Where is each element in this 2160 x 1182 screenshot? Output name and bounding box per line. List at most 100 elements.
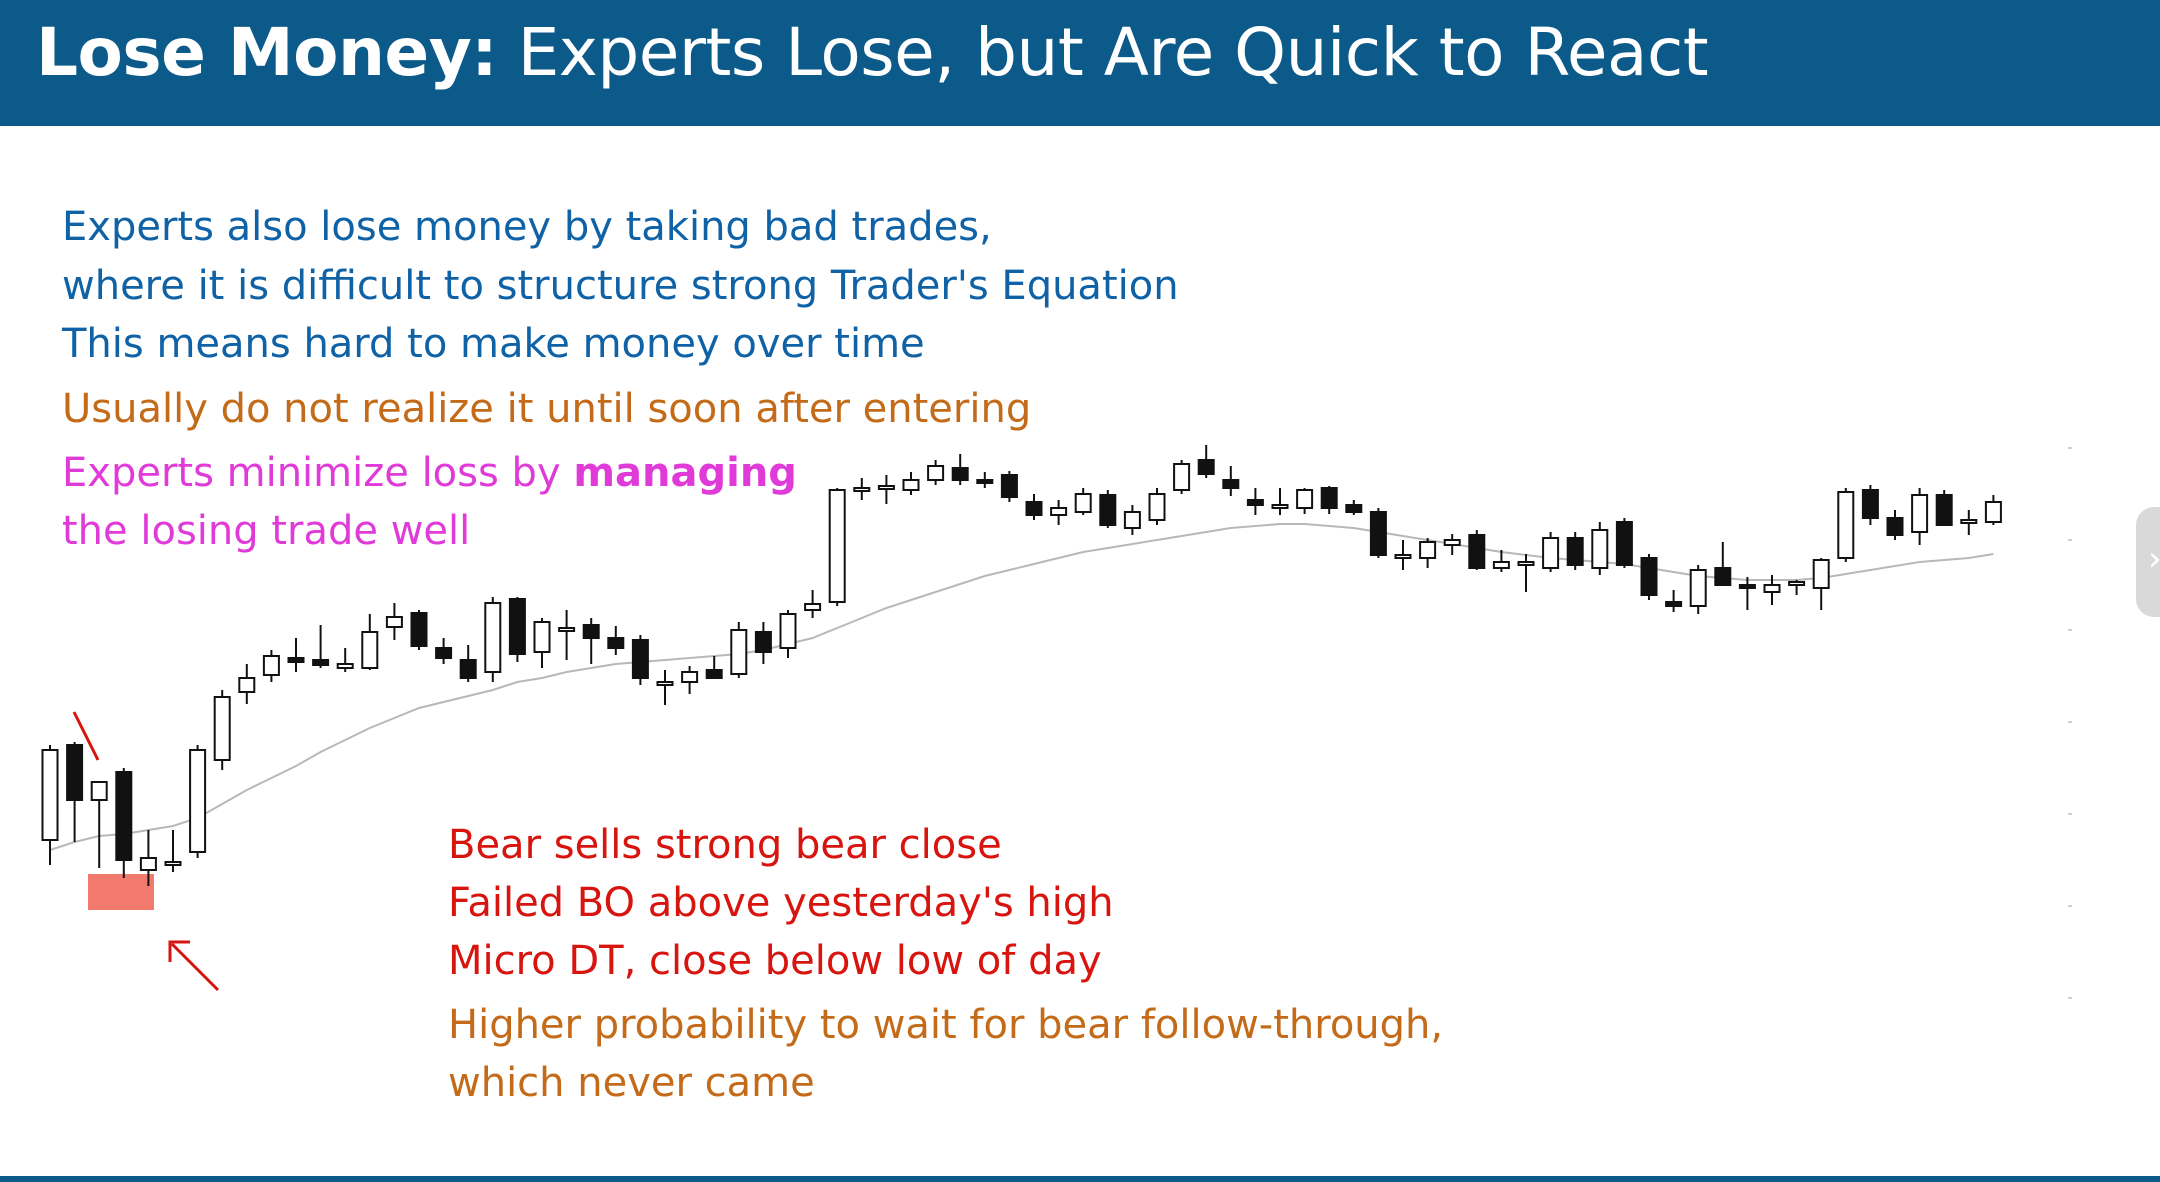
candle-bear — [1320, 487, 1338, 509]
candle-bull — [1812, 559, 1830, 589]
candle-bear — [1246, 499, 1264, 506]
candle-bear — [951, 467, 969, 481]
candle-bull — [1394, 554, 1412, 559]
candle-bear — [66, 744, 84, 801]
candle-bull — [558, 627, 576, 632]
candle-bear — [754, 631, 772, 653]
candle-bull — [1984, 501, 2002, 523]
candle-bull — [1296, 489, 1314, 509]
candle-bull — [41, 749, 59, 841]
note-line-4: Higher probability to wait for bear foll… — [448, 1002, 1444, 1048]
slide-title-rest: Experts Lose, but Are Quick to React — [497, 14, 1709, 91]
candle-bull — [361, 631, 379, 669]
candle-bear — [631, 639, 649, 679]
intro-line-5a: Experts minimize loss by — [62, 450, 574, 496]
candle-bull — [853, 487, 871, 492]
candle-bull — [1763, 584, 1781, 593]
note-line-2: Failed BO above yesterday's high — [448, 880, 1114, 926]
intro-line-2: where it is difficult to structure stron… — [62, 263, 1179, 309]
candle-bull — [533, 621, 551, 653]
candle-bear — [1099, 494, 1117, 526]
candle-bear — [1468, 534, 1486, 569]
candle-bull — [1419, 541, 1437, 559]
candle-bear — [1222, 479, 1240, 489]
bottom-border — [0, 1176, 2160, 1182]
candle-bull — [90, 781, 108, 801]
candle-bull — [1591, 529, 1609, 569]
candle-bull — [1123, 511, 1141, 529]
candle-bull — [1542, 537, 1560, 569]
candle-bear — [1640, 557, 1658, 596]
slide-title-bold: Lose Money: — [36, 14, 498, 91]
candle-bull — [927, 465, 945, 481]
candle-bear — [459, 659, 477, 679]
candle-bull — [1173, 463, 1191, 491]
candle-bear — [1886, 517, 1904, 536]
candle-bear — [115, 771, 133, 861]
candle-bull — [804, 603, 822, 611]
candle-bull — [262, 655, 280, 676]
candle-bull — [828, 489, 846, 603]
candle-bear — [435, 647, 453, 659]
candle-bull — [1050, 507, 1068, 516]
intro-line-6: the losing trade well — [62, 508, 471, 554]
candle-bull — [681, 671, 699, 683]
red-trend-mark — [72, 711, 100, 761]
candle-bull — [902, 479, 920, 491]
candle-bull — [336, 663, 354, 669]
candle-bull — [1148, 493, 1166, 521]
candle-bear — [976, 479, 994, 484]
candle-bull — [1517, 561, 1535, 566]
red-arrow-head — [168, 940, 190, 962]
candle-bull — [730, 629, 748, 675]
candle-bear — [607, 637, 625, 649]
candle-bull — [1911, 494, 1929, 533]
candle-bull — [139, 857, 157, 871]
candle-bull — [1271, 504, 1289, 509]
candle-bull — [1837, 491, 1855, 559]
candle-bear — [1025, 501, 1043, 516]
intro-line-5: Experts minimize loss by managing — [62, 444, 797, 502]
candle-bear — [312, 659, 330, 666]
candle-bull — [877, 485, 895, 490]
candle-bear — [1345, 504, 1363, 513]
candle-bear — [1197, 459, 1215, 475]
note-line-5: which never came — [448, 1060, 815, 1106]
candle-bull — [656, 681, 674, 686]
red-arrow-shaft — [170, 942, 220, 992]
intro-line-4: Usually do not realize it until soon aft… — [62, 386, 1032, 432]
candle-bear — [1935, 494, 1953, 526]
candle-bear — [1615, 521, 1633, 566]
note-line-3: Micro DT, close below low of day — [448, 938, 1102, 984]
signal-bar-highlight — [88, 874, 154, 910]
candle-bear — [1714, 567, 1732, 586]
candle-bear — [508, 598, 526, 655]
candle-bull — [1492, 561, 1510, 569]
note-line-1: Bear sells strong bear close — [448, 822, 1002, 868]
next-slide-button[interactable]: › — [2136, 507, 2160, 617]
candle-bear — [1665, 601, 1683, 607]
candle-bear — [1861, 489, 1879, 519]
candle-bull — [1443, 539, 1461, 546]
candle-bear — [705, 669, 723, 679]
intro-line-5-bold: managing — [573, 450, 797, 496]
candle-bear — [1738, 584, 1756, 589]
intro-line-3: This means hard to make money over time — [62, 321, 925, 367]
candle-bull — [164, 861, 182, 866]
intro-line-1: Experts also lose money by taking bad tr… — [62, 204, 992, 250]
candle-bull — [484, 602, 502, 673]
candle-bull — [189, 749, 207, 853]
candle-bear — [582, 624, 600, 639]
candle-bull — [213, 696, 231, 761]
candle-bear — [287, 657, 305, 663]
candle-bear — [1566, 537, 1584, 566]
candle-bull — [385, 616, 403, 628]
slide-title: Lose Money: Experts Lose, but Are Quick … — [36, 14, 1709, 91]
candle-bull — [1788, 581, 1806, 586]
candle-bear — [1369, 511, 1387, 556]
title-bar: Lose Money: Experts Lose, but Are Quick … — [0, 0, 2160, 126]
candle-bull — [1960, 519, 1978, 524]
candle-bull — [779, 613, 797, 649]
